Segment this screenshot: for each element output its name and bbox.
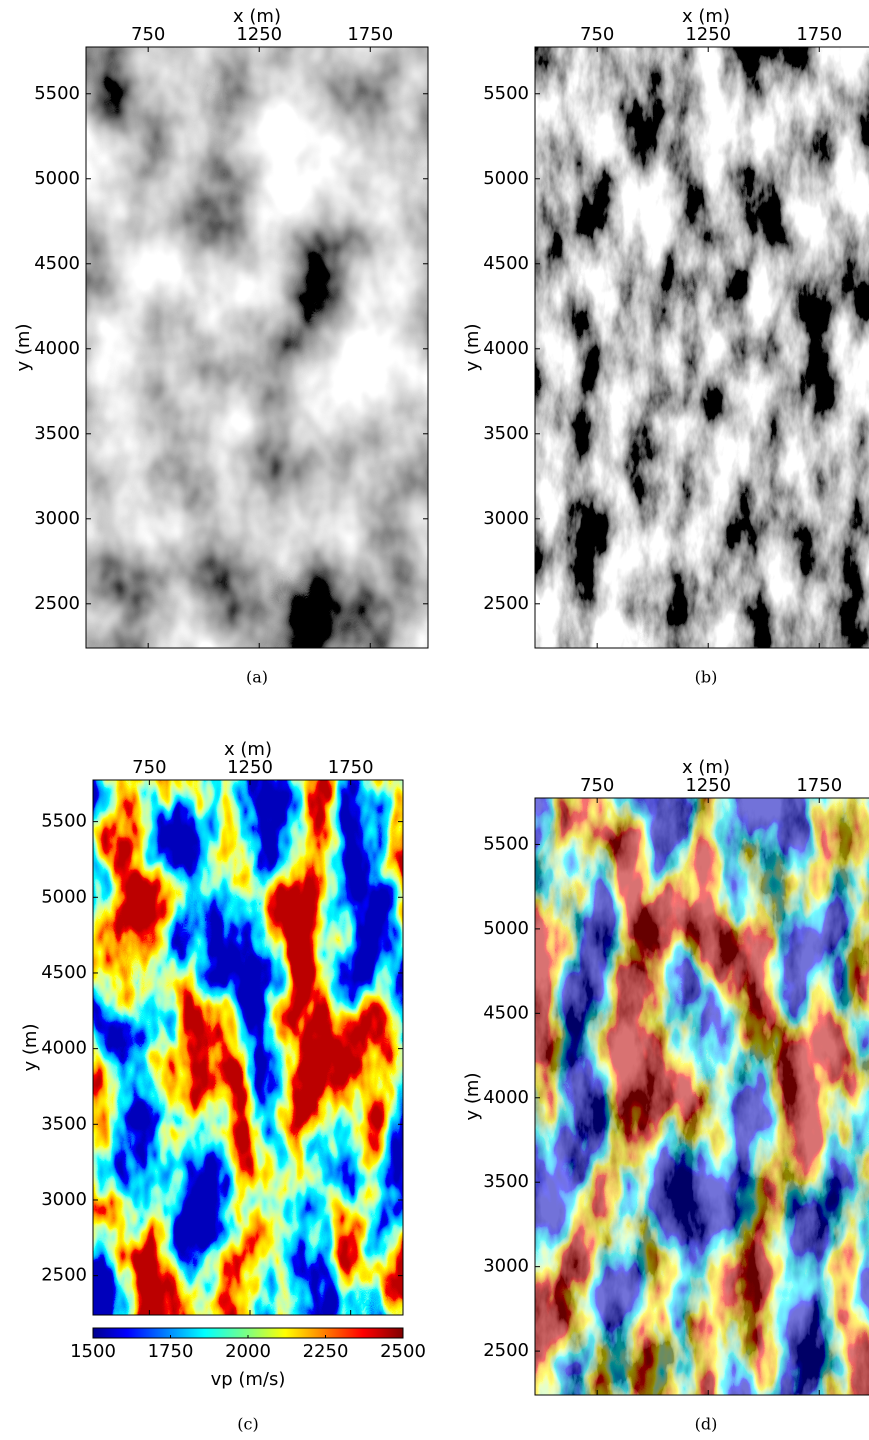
x-tick-label: 750 — [580, 775, 614, 796]
y-tick-label: 5000 — [483, 168, 529, 189]
y-tick-label: 5000 — [41, 886, 87, 907]
y-tick-label: 3500 — [41, 1113, 87, 1134]
x-tick-label: 1250 — [227, 757, 273, 778]
y-tick-label: 4500 — [483, 1002, 529, 1023]
y-tick-label: 3000 — [483, 1256, 529, 1277]
y-axis-label: y (m) — [13, 324, 34, 372]
image-layer — [86, 47, 428, 648]
colorbar-tick-label: 1500 — [70, 1341, 116, 1362]
image-layer — [535, 47, 869, 648]
x-tick-label: 1250 — [236, 24, 282, 45]
x-tick-label: 1750 — [328, 757, 374, 778]
y-tick-label: 4000 — [41, 1038, 87, 1059]
y-tick-label: 4500 — [483, 253, 529, 274]
image — [93, 780, 403, 1315]
x-axis-label: x (m) — [233, 6, 281, 27]
colorbar-tick-label: 1750 — [148, 1341, 194, 1362]
x-axis-label: x (m) — [682, 6, 730, 27]
frame — [92, 779, 404, 1316]
colorbar-label: vp (m/s) — [211, 1369, 286, 1390]
y-tick-label: 4500 — [41, 962, 87, 983]
y-tick-label: 5000 — [483, 918, 529, 939]
y-axis-label: y (m) — [462, 1073, 483, 1121]
x-tick-label: 750 — [580, 24, 614, 45]
caption: (d) — [695, 1415, 718, 1434]
y-tick-label: 3500 — [483, 423, 529, 444]
colorbar-tick-label: 2000 — [225, 1341, 271, 1362]
x-tick-label: 1750 — [796, 775, 842, 796]
caption: (c) — [237, 1415, 258, 1434]
y-tick-label: 2500 — [34, 593, 80, 614]
y-tick-label: 3500 — [483, 1171, 529, 1192]
y-tick-label: 4000 — [483, 338, 529, 359]
x-tick-label: 1750 — [347, 24, 393, 45]
x-axis-label: x (m) — [682, 757, 730, 778]
y-tick-label: 5500 — [34, 83, 80, 104]
frame — [534, 46, 869, 649]
x-tick-label: 750 — [131, 24, 165, 45]
colorbar-tick-label: 2500 — [380, 1341, 426, 1362]
y-tick-label: 5500 — [41, 811, 87, 832]
y-tick-label: 5500 — [483, 833, 529, 854]
y-tick-label: 3000 — [483, 508, 529, 529]
image — [86, 47, 428, 648]
y-tick-label: 3500 — [34, 423, 80, 444]
image — [535, 47, 869, 648]
x-axis-label: x (m) — [224, 739, 272, 760]
x-tick-label: 1750 — [796, 24, 842, 45]
frame — [534, 797, 869, 1396]
y-tick-label: 2500 — [41, 1265, 87, 1286]
x-tick-label: 1250 — [685, 24, 731, 45]
y-tick-label: 5500 — [483, 83, 529, 104]
x-tick-label: 750 — [132, 757, 166, 778]
y-tick-label: 4000 — [34, 338, 80, 359]
colorbar-tick-label: 2250 — [303, 1341, 349, 1362]
y-tick-label: 2500 — [483, 593, 529, 614]
y-axis-label: y (m) — [20, 1024, 41, 1072]
y-tick-label: 3000 — [41, 1189, 87, 1210]
frame — [85, 46, 429, 649]
y-axis-label: y (m) — [462, 324, 483, 372]
image-layer — [93, 780, 403, 1315]
y-tick-label: 3000 — [34, 508, 80, 529]
y-tick-label: 4500 — [34, 253, 80, 274]
y-tick-label: 2500 — [483, 1340, 529, 1361]
image-layer — [535, 798, 869, 1395]
caption: (a) — [246, 668, 268, 687]
x-tick-label: 1250 — [685, 775, 731, 796]
y-tick-label: 4000 — [483, 1087, 529, 1108]
image — [535, 798, 869, 1395]
y-tick-label: 5000 — [34, 168, 80, 189]
caption: (b) — [695, 668, 718, 687]
